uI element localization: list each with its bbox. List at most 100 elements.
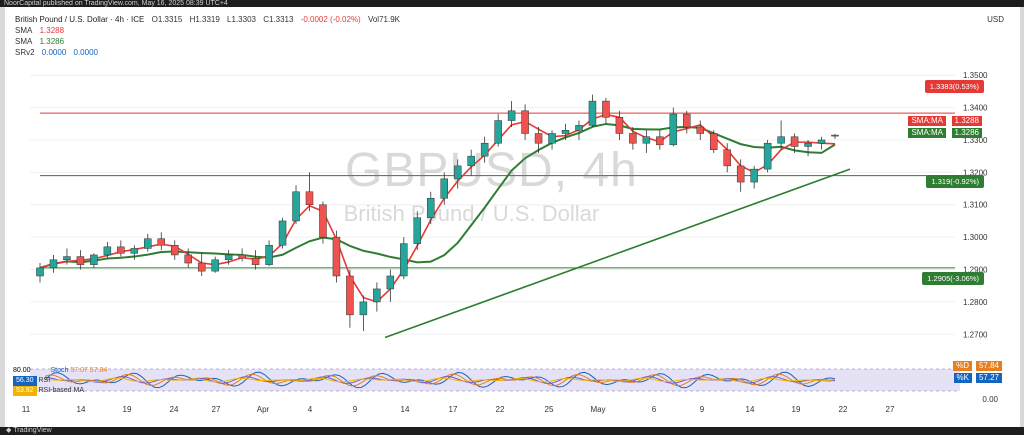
candle-body	[90, 254, 98, 265]
time-tick-label: 4	[308, 405, 313, 414]
price-tick-label: 1.2900	[963, 266, 988, 275]
horizontal-levels[interactable]	[40, 112, 955, 269]
price-chart[interactable]: 1.3500 1.3400 1.3300 1.3200 1.3100 1.3000 1.29…	[5, 7, 1020, 427]
support2-label[interactable]: 1.2905(-3.06%)	[922, 272, 984, 285]
time-tick-label: 19	[123, 405, 132, 414]
candle-body	[170, 244, 179, 256]
srv2-value-2: 0.0000	[73, 48, 98, 57]
candle-body	[683, 113, 691, 128]
time-tick-label: 17	[449, 405, 458, 414]
candle-body	[561, 130, 570, 134]
low-value: L1.3303	[227, 15, 256, 24]
price-tick-label: 1.3300	[963, 136, 988, 145]
candle-body	[494, 120, 502, 144]
price-tick-label: 1.3400	[963, 104, 988, 113]
candle-body	[588, 100, 597, 126]
grid-lines	[30, 74, 955, 335]
candle-body	[777, 136, 785, 144]
stoch-label[interactable]: Stoch	[50, 367, 69, 374]
indicator-top-value: 80.00	[13, 367, 31, 374]
time-tick-label: 14	[746, 405, 755, 414]
candle-body	[305, 191, 314, 205]
chart-frame[interactable]: 1.3500 1.3400 1.3300 1.3200 1.3100 1.3000 1.29…	[5, 7, 1020, 427]
srv2-legend[interactable]: SRv2 0.0000 0.0000	[15, 47, 405, 58]
candlesticks	[36, 94, 839, 332]
candle-body	[656, 136, 664, 146]
candle-body	[359, 301, 368, 316]
candle-body	[224, 254, 233, 261]
stoch-d-line	[44, 373, 836, 387]
candle-body	[642, 136, 651, 144]
indicator-pane[interactable]	[30, 368, 960, 392]
rsi-ma-label[interactable]: RSI-based MA	[38, 387, 85, 394]
stoch-values: 57.07 57.84	[70, 367, 108, 374]
rsi-ma-line	[44, 377, 836, 383]
footer-brand[interactable]: TradingView	[13, 427, 52, 434]
price-axis[interactable]: 1.3500 1.3400 1.3300 1.3200 1.3100 1.3000 1.29…	[963, 71, 988, 339]
time-tick-label: 25	[545, 405, 554, 414]
candle-body	[736, 165, 745, 183]
publish-caption: NoorCapital published on TradingView.com…	[0, 0, 1024, 7]
sma-red-axis-value: 1.3288	[951, 116, 982, 126]
candle-body	[292, 191, 300, 222]
candle-body	[548, 133, 556, 144]
currency-label[interactable]: USD	[987, 15, 1004, 24]
price-tick-label: 1.3500	[963, 71, 988, 80]
time-tick-label: 14	[77, 405, 86, 414]
sma-green-legend[interactable]: SMA 1.3286	[15, 36, 405, 47]
candle-body	[790, 136, 799, 147]
candle-body	[400, 243, 408, 277]
candle-body	[346, 275, 354, 316]
candle-body	[386, 275, 395, 290]
rsi-ma-value-box: 53.92	[13, 386, 37, 396]
candle-body	[49, 259, 58, 269]
time-tick-label: 11	[22, 405, 31, 414]
candle-body	[440, 178, 448, 199]
candle-body	[615, 117, 624, 134]
time-tick-label: 9	[353, 405, 358, 414]
candle-body	[696, 126, 705, 134]
time-tick-label: 9	[700, 405, 705, 414]
high-value: H1.3319	[189, 15, 220, 24]
price-tick-label: 1.3000	[963, 233, 988, 242]
candle-body	[373, 288, 381, 303]
volume-value: Vol71.9K	[367, 15, 400, 24]
sma-red-value: 1.3288	[39, 26, 65, 35]
price-tick-label: 1.2800	[963, 298, 988, 307]
candle-body	[817, 139, 826, 144]
indicator-legend: 80.00 Stoch 57.07 57.84 56.30 RSI 53.92 …	[13, 366, 107, 396]
candle-body	[103, 246, 112, 256]
candle-body	[629, 133, 637, 144]
resistance-label[interactable]: 1.3383(0.53%)	[924, 80, 984, 93]
candle-body	[750, 168, 758, 183]
open-value: O1.3315	[151, 15, 183, 24]
time-tick-label: 24	[170, 405, 179, 414]
time-tick-label: 27	[886, 405, 895, 414]
candle-body	[521, 110, 529, 134]
footer-bar: ◆ TradingView	[0, 427, 1024, 435]
candle-body	[831, 134, 839, 137]
candle-body	[723, 149, 731, 167]
rsi-label[interactable]: RSI	[38, 377, 51, 384]
symbol-title[interactable]: British Pound / U.S. Dollar · 4h · ICE	[15, 15, 145, 24]
price-tick-label: 1.3100	[963, 201, 988, 210]
sma-red-legend[interactable]: SMA 1.3288	[15, 25, 405, 36]
sma-red-name: SMA	[15, 26, 33, 35]
candle-body	[117, 246, 125, 254]
candle-body	[413, 217, 422, 244]
trendline[interactable]	[384, 168, 851, 339]
candle-body	[130, 248, 139, 254]
candle-body	[534, 133, 543, 144]
time-tick-label: 6	[652, 405, 657, 414]
srv2-value-1: 0.0000	[41, 48, 67, 57]
sma-green-name: SMA	[15, 37, 33, 46]
candle-body	[63, 256, 71, 261]
candle-body	[602, 100, 610, 118]
time-axis[interactable]: 11 14 19 24 27 Apr 4 9 14 17 22 25 May 6 9 14 19 22 27	[22, 405, 895, 414]
candle-body	[144, 238, 152, 249]
sma-red-axis-tag: SMA:MA	[908, 116, 946, 126]
candle-body	[251, 257, 260, 265]
candle-body	[157, 238, 166, 246]
support1-label[interactable]: 1.319(-0.92%)	[926, 175, 984, 188]
candle-body	[507, 110, 516, 121]
